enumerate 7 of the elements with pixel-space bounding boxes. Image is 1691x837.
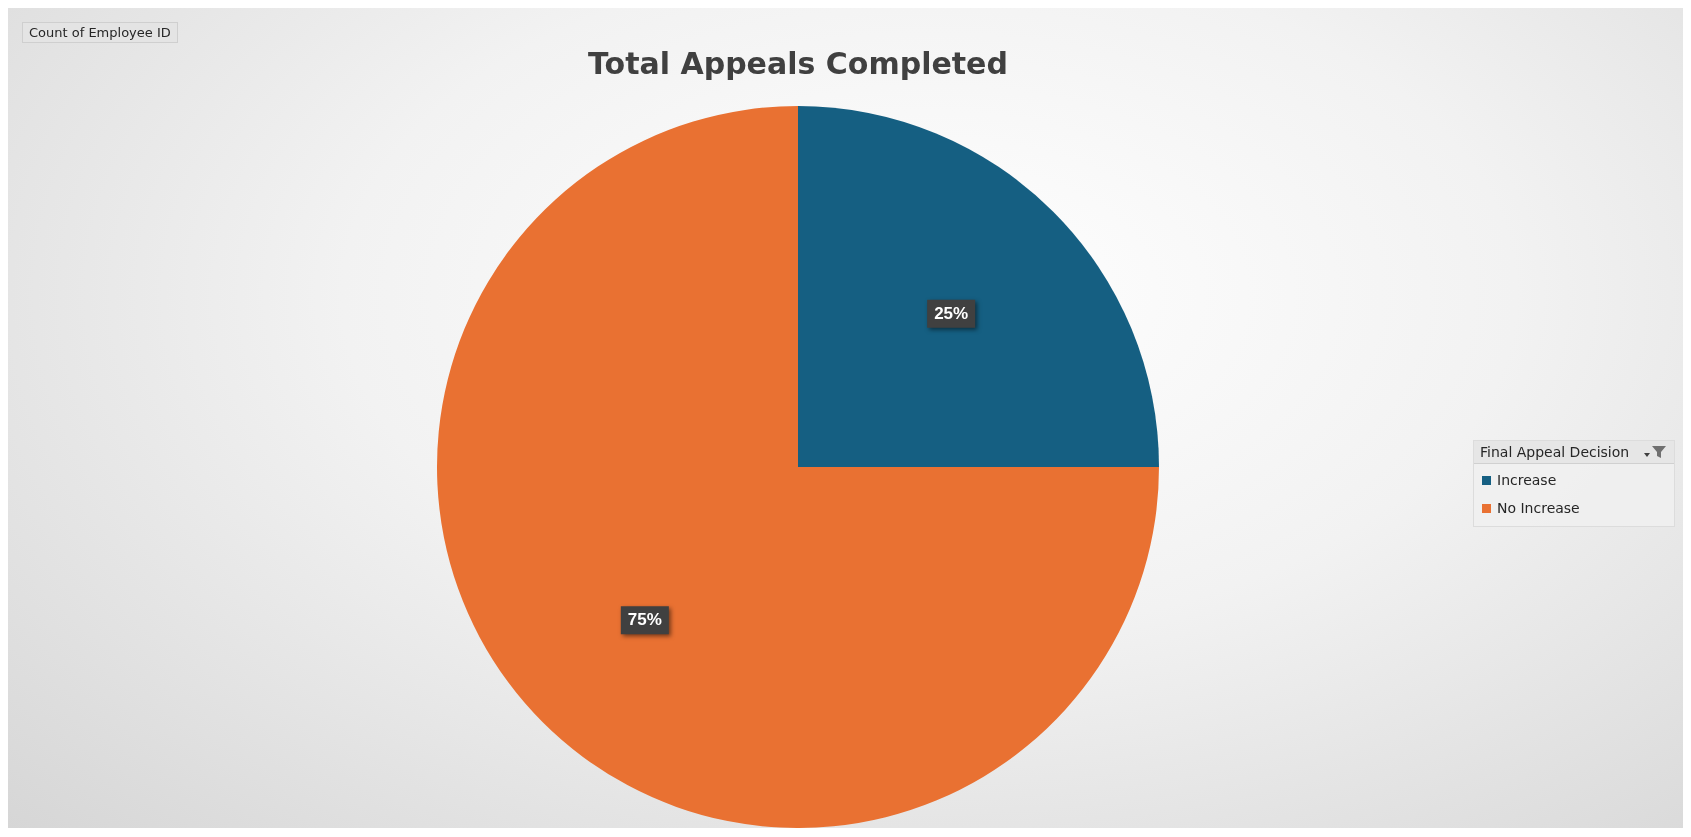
legend-title: Final Appeal Decision <box>1480 444 1630 460</box>
text: Count of Employee ID <box>22 22 178 43</box>
legend-label: Increase <box>1497 472 1557 488</box>
legend-label: No Increase <box>1497 500 1580 516</box>
data-label: 75% <box>627 609 662 629</box>
data-label: 25% <box>934 303 969 323</box>
chart-title: Total Appeals Completed <box>588 45 1008 81</box>
